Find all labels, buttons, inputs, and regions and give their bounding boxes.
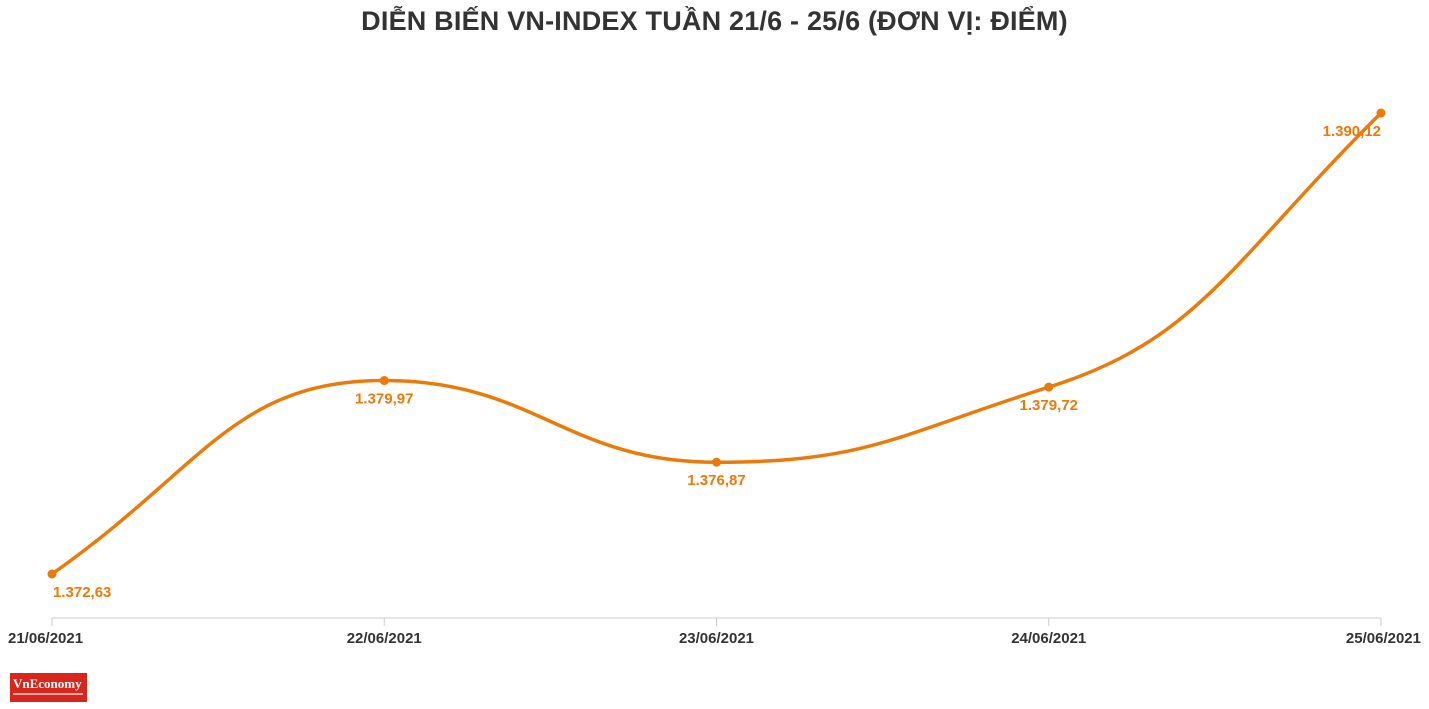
chart-title: DIỄN BIẾN VN-INDEX TUẦN 21/6 - 25/6 (ĐƠN…: [361, 6, 1068, 36]
data-label: 1.376,87: [687, 472, 745, 489]
series-line: [50, 111, 1383, 576]
x-tick-label: 21/06/2021: [8, 630, 83, 647]
x-tick-label: 22/06/2021: [347, 630, 422, 647]
x-tick-label: 24/06/2021: [1011, 630, 1086, 647]
data-point: [47, 569, 57, 579]
x-tick-label: 23/06/2021: [679, 630, 754, 647]
data-label: 1.372,63: [53, 584, 111, 601]
data-point: [1376, 108, 1386, 118]
logo-text: VnEconomy: [13, 676, 82, 691]
data-point: [1044, 382, 1054, 392]
data-label: 1.379,72: [1020, 397, 1078, 414]
data-label: 1.379,97: [355, 391, 413, 408]
data-point: [712, 457, 721, 467]
x-tick-label: 25/06/2021: [1346, 630, 1421, 647]
logo-tagline-bar: [13, 693, 83, 695]
data-point: [379, 376, 389, 386]
data-label: 1.390,12: [1323, 123, 1381, 140]
vneconomy-logo: VnEconomy: [10, 673, 87, 702]
